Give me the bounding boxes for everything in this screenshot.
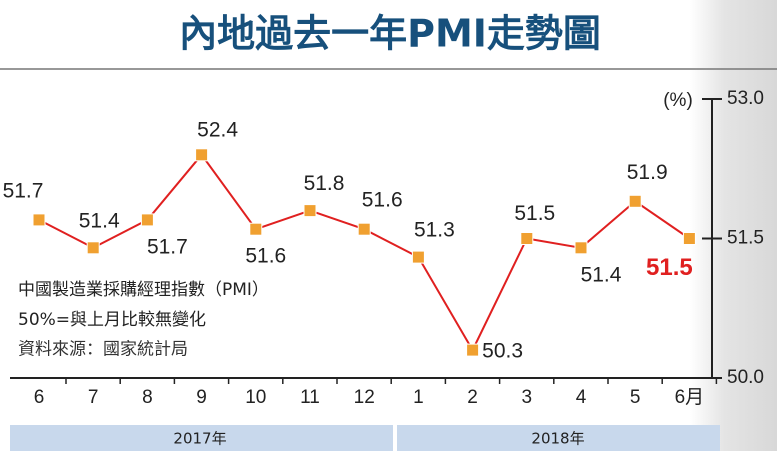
x-tick-label: 6月 <box>675 387 705 408</box>
data-label: 51.4 <box>79 209 120 232</box>
data-label: 51.4 <box>581 263 622 286</box>
data-label: 51.3 <box>414 219 455 242</box>
year-label: 2017年 <box>173 430 226 448</box>
data-label: 51.8 <box>304 172 345 195</box>
x-tick-label: 9 <box>196 387 207 408</box>
x-tick-label: 8 <box>142 387 153 408</box>
y-tick-label: 50.0 <box>727 367 764 388</box>
y-tick-label: 51.5 <box>727 228 764 249</box>
x-tick-label: 11 <box>300 387 320 408</box>
data-label: 51.9 <box>627 161 668 184</box>
data-label: 51.6 <box>362 189 403 212</box>
data-label: 51.5 <box>514 202 555 225</box>
chart: 內地過去一年PMI走勢圖 (%) 中國製造業採購經理指數（PMI） 50%=與上… <box>0 0 777 451</box>
point <box>196 149 208 161</box>
point <box>87 242 99 254</box>
point <box>358 223 370 235</box>
point <box>467 344 479 356</box>
x-tick-label: 10 <box>245 387 266 408</box>
x-tick-label: 1 <box>413 387 424 408</box>
note: 50%=與上月比較無變化 <box>18 310 206 330</box>
x-tick-label: 2 <box>467 387 478 408</box>
chart-title: 內地過去一年PMI走勢圖 <box>179 12 601 56</box>
data-label: 50.3 <box>482 340 523 363</box>
point <box>629 195 641 207</box>
point <box>33 214 45 226</box>
data-label: 51.6 <box>245 245 286 268</box>
x-tick-label: 6 <box>34 387 45 408</box>
x-tick-label: 7 <box>88 387 99 408</box>
point <box>683 233 695 245</box>
point <box>521 233 533 245</box>
x-tick-label: 12 <box>354 387 375 408</box>
x-tick-label: 4 <box>576 387 587 408</box>
y-unit: (%) <box>663 90 693 111</box>
point <box>250 223 262 235</box>
point <box>412 251 424 263</box>
x-tick-label: 5 <box>630 387 641 408</box>
x-tick-label: 3 <box>522 387 533 408</box>
note: 資料來源：國家統計局 <box>18 340 188 360</box>
year-label: 2018年 <box>531 430 584 448</box>
legend-entry: 中國製造業採購經理指數（PMI） <box>18 280 269 300</box>
point <box>575 242 587 254</box>
y-tick-label: 53.0 <box>727 88 764 109</box>
data-label: 51.7 <box>147 235 188 258</box>
point <box>304 205 316 217</box>
data-label: 51.7 <box>3 179 44 202</box>
data-label: 52.4 <box>197 118 238 141</box>
point <box>141 214 153 226</box>
data-label: 51.5 <box>646 254 693 281</box>
